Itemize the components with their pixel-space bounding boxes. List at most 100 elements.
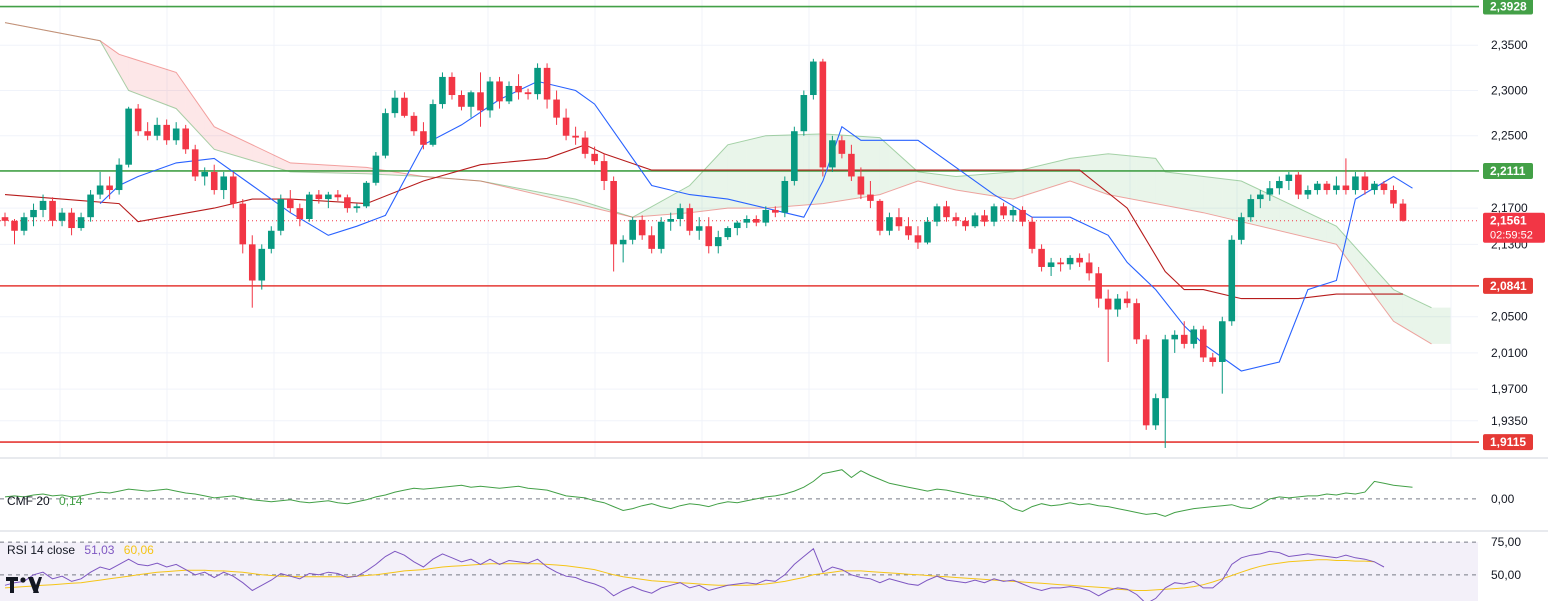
candle-body	[981, 215, 988, 222]
cloud-span-b-line	[4, 22, 1432, 345]
candle-body	[391, 97, 399, 114]
price-tick-label: 1,9350	[1491, 414, 1528, 428]
ichimoku-cloud-segment	[214, 126, 224, 153]
ichimoku-cloud-segment	[166, 69, 177, 109]
candle-body	[210, 171, 218, 191]
ichimoku-cloud-segment	[927, 173, 937, 186]
candle-body	[619, 239, 627, 245]
ichimoku-cloud-segment	[1393, 289, 1403, 327]
candle-body	[229, 176, 237, 204]
candle-body	[363, 182, 370, 207]
candle-body	[686, 208, 694, 231]
candle-body	[705, 226, 713, 247]
candle-body	[943, 206, 950, 218]
candle-body	[420, 131, 427, 145]
ichimoku-cloud-segment	[413, 174, 424, 177]
price-tick-label: 2,2500	[1491, 129, 1528, 143]
candle-body	[553, 99, 560, 118]
candle-body	[572, 135, 579, 138]
ichimoku-cloud-segment	[1412, 298, 1422, 339]
ichimoku-cloud-segment	[499, 184, 510, 188]
candle-body	[486, 81, 494, 111]
ichimoku-cloud-segment	[176, 72, 186, 119]
candle-body	[534, 67, 541, 95]
rsi-band	[0, 542, 1478, 601]
ichimoku-cloud-segment	[765, 135, 776, 209]
ichimoku-cloud-segment	[138, 60, 148, 98]
candle-body	[657, 221, 665, 249]
candle-body	[1038, 248, 1045, 267]
candle-body	[638, 219, 646, 236]
ichimoku-cloud-segment	[537, 191, 548, 197]
candle-body	[1180, 334, 1188, 344]
ichimoku-cloud-segment	[1136, 156, 1147, 202]
ichimoku-cloud-segment	[509, 186, 519, 191]
cmf-legend: CMF 20 0,14	[7, 494, 88, 508]
candle-body	[1247, 199, 1255, 218]
candle-body	[1266, 188, 1274, 195]
candle-body	[1066, 257, 1074, 265]
candle-body	[1076, 257, 1083, 263]
ichimoku-cloud-segment	[566, 197, 576, 204]
candle-body	[96, 185, 104, 195]
ichimoku-cloud-segment	[1041, 162, 1052, 191]
ichimoku-cloud-segment	[1193, 175, 1204, 213]
ichimoku-cloud-segment	[1117, 154, 1128, 199]
candle-body	[1276, 180, 1283, 189]
ichimoku-cloud-segment	[956, 175, 966, 192]
candle-body	[1133, 303, 1140, 340]
candle-body	[733, 222, 741, 229]
candle-body	[1095, 273, 1102, 299]
candle-body	[810, 61, 817, 96]
candle-body	[315, 194, 323, 200]
candle-body	[667, 218, 674, 222]
candle-body	[1209, 357, 1217, 362]
ichimoku-cloud-segment	[1108, 153, 1118, 197]
ichimoku-cloud-segment	[1013, 169, 1023, 200]
candle-body	[1019, 209, 1026, 222]
candle-body	[496, 81, 503, 102]
candle-body	[1352, 176, 1359, 191]
ichimoku-cloud-segment	[1127, 155, 1137, 200]
current-price-box	[1483, 212, 1545, 243]
ichimoku-cloud-segment	[1431, 307, 1442, 344]
candle-body	[1171, 334, 1179, 340]
candle-body	[191, 149, 199, 177]
ichimoku-cloud-segment	[737, 140, 747, 209]
candle-body	[344, 197, 351, 209]
level-label-box	[1483, 434, 1533, 451]
candle-body	[600, 161, 608, 181]
ichimoku-cloud-segment	[632, 211, 643, 218]
candle-body	[924, 221, 931, 243]
ichimoku-cloud-segment	[1003, 171, 1014, 200]
price-tick-label: 1,9700	[1491, 382, 1528, 396]
ichimoku-cloud-segment	[480, 180, 491, 184]
level-label: 2,2111	[1490, 164, 1526, 178]
candle-body	[58, 212, 66, 221]
ichimoku-cloud-segment	[1326, 221, 1337, 245]
candle-body	[458, 95, 465, 107]
candle-body	[467, 92, 475, 107]
ichimoku-cloud-segment	[585, 202, 595, 209]
rsi-value: 51,03	[84, 543, 115, 557]
candle-body	[819, 61, 827, 168]
candle-body	[153, 124, 161, 136]
ichimoku-cloud-segment	[917, 171, 928, 184]
candle-body	[87, 194, 94, 218]
candle-body	[829, 140, 836, 168]
candle-body	[1399, 203, 1407, 221]
ichimoku-cloud-segment	[1032, 165, 1042, 194]
ichimoku-cloud-segment	[1355, 247, 1365, 283]
tenkan-line	[99, 80, 1413, 372]
candle-body	[876, 200, 884, 231]
candle-body	[172, 128, 180, 141]
candle-body	[125, 108, 132, 165]
ichimoku-cloud-segment	[936, 174, 947, 188]
candle-body	[886, 217, 893, 231]
candle-body	[1314, 183, 1321, 191]
candle-body	[895, 217, 903, 227]
cloud-span-a-line	[4, 22, 1432, 309]
countdown-label: 02:59:52	[1490, 230, 1533, 242]
candle-body	[952, 217, 960, 221]
